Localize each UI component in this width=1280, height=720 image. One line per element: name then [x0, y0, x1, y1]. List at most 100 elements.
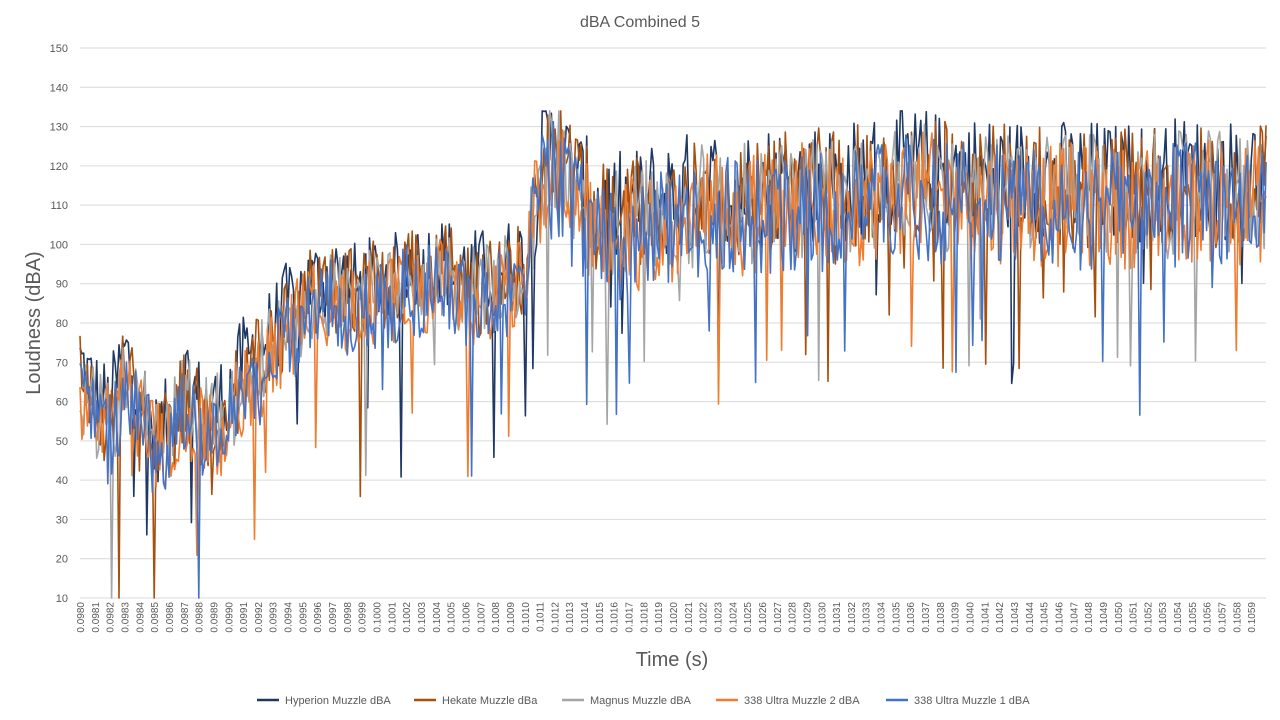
x-tick-label: 0.1037 [921, 602, 932, 633]
x-tick-label: 0.1026 [758, 602, 769, 633]
series-line-5 [79, 120, 1267, 599]
y-tick-label: 150 [50, 43, 68, 55]
x-tick-label: 0.0985 [150, 602, 161, 633]
x-tick-label: 0.1050 [1114, 602, 1125, 633]
x-tick-label: 0.0992 [254, 602, 265, 633]
x-tick-label: 0.0984 [135, 602, 146, 633]
x-tick-label: 0.0997 [328, 602, 339, 633]
x-tick-label: 0.1028 [788, 602, 799, 633]
x-tick-label: 0.1011 [536, 602, 547, 632]
x-tick-label: 0.0996 [313, 602, 324, 633]
x-tick-label: 0.1015 [595, 602, 606, 633]
x-tick-label: 0.0994 [284, 602, 295, 633]
x-tick-label: 0.1036 [906, 602, 917, 633]
legend-label: 338 Ultra Muzzle 1 dBA [914, 695, 1030, 707]
x-tick-label: 0.1007 [476, 602, 487, 633]
x-tick-label: 0.0989 [209, 602, 220, 633]
x-tick-label: 0.1042 [995, 602, 1006, 633]
x-tick-label: 0.0995 [298, 602, 309, 633]
y-tick-label: 50 [56, 436, 68, 448]
x-tick-label: 0.0993 [269, 602, 280, 633]
x-tick-label: 0.1013 [565, 602, 576, 633]
x-tick-label: 0.0987 [180, 602, 191, 633]
x-tick-label: 0.1021 [684, 602, 695, 633]
x-tick-label: 0.1025 [743, 602, 754, 633]
x-tick-label: 0.1033 [862, 602, 873, 633]
x-tick-label: 0.1056 [1203, 602, 1214, 633]
y-tick-label: 80 [56, 318, 68, 330]
x-tick-label: 0.1057 [1218, 602, 1229, 633]
chart-title: dBA Combined 5 [580, 14, 700, 31]
x-tick-label: 0.1016 [610, 602, 621, 633]
legend: Hyperion Muzzle dBA Hekate Muzzle dBa Magn… [257, 695, 1030, 707]
x-tick-label: 0.1034 [877, 602, 888, 633]
x-tick-label: 0.1041 [980, 602, 991, 633]
x-tick-label: 0.1051 [1129, 602, 1140, 633]
y-tick-label: 130 [50, 122, 68, 134]
x-tick-label: 0.1038 [936, 602, 947, 633]
x-tick-label: 0.1010 [521, 602, 532, 633]
x-tick-label: 0.1002 [402, 602, 413, 633]
x-tick-label: 0.1024 [728, 602, 739, 633]
y-tick-label: 100 [50, 239, 68, 251]
x-tick-label: 0.1048 [1084, 602, 1095, 633]
x-axis-ticks: 0.0980 0.0981 0.0982 0.0983 0.0984 0.0985 0.09… [76, 602, 1258, 633]
x-tick-label: 0.1032 [847, 602, 858, 633]
x-tick-label: 0.0991 [239, 602, 250, 633]
x-tick-label: 0.1058 [1232, 602, 1243, 633]
y-axis-title: Loudness (dBA) [23, 251, 45, 394]
x-tick-label: 0.1008 [491, 602, 502, 633]
x-tick-label: 0.1004 [432, 602, 443, 633]
x-tick-label: 0.1001 [387, 602, 398, 633]
x-tick-label: 0.1035 [891, 602, 902, 633]
x-tick-label: 0.1030 [817, 602, 828, 633]
legend-label: Hyperion Muzzle dBA [285, 695, 391, 707]
x-tick-label: 0.0983 [120, 602, 131, 633]
x-tick-label: 0.0981 [91, 602, 102, 633]
x-tick-label: 0.1023 [713, 602, 724, 633]
y-tick-label: 70 [56, 357, 68, 369]
x-tick-label: 0.1017 [625, 602, 636, 633]
y-tick-label: 140 [50, 82, 68, 94]
legend-label: Magnus Muzzle dBA [590, 695, 692, 707]
x-tick-label: 0.1012 [550, 602, 561, 633]
x-tick-label: 0.0998 [343, 602, 354, 633]
legend-label: Hekate Muzzle dBa [442, 695, 538, 707]
x-tick-label: 0.1018 [639, 602, 650, 633]
x-tick-label: 0.1009 [506, 602, 517, 633]
x-tick-label: 0.1044 [1025, 602, 1036, 633]
x-tick-label: 0.0986 [165, 602, 176, 633]
x-tick-label: 0.1055 [1188, 602, 1199, 633]
x-tick-label: 0.1003 [417, 602, 428, 633]
y-tick-label: 90 [56, 279, 68, 291]
y-tick-label: 110 [50, 200, 68, 212]
legend-label: 338 Ultra Muzzle 2 dBA [744, 695, 860, 707]
x-tick-label: 0.1031 [832, 602, 843, 633]
x-tick-label: 0.1049 [1099, 602, 1110, 633]
x-tick-label: 0.1043 [1010, 602, 1021, 633]
x-tick-label: 0.1000 [373, 602, 384, 633]
x-tick-label: 0.1039 [951, 602, 962, 633]
x-tick-label: 0.1006 [461, 602, 472, 633]
x-tick-label: 0.0980 [76, 602, 87, 633]
gridlines [80, 47, 1266, 599]
x-tick-label: 0.1027 [773, 602, 784, 633]
x-tick-label: 0.1047 [1069, 602, 1080, 633]
y-tick-label: 10 [56, 593, 68, 605]
x-tick-label: 0.1029 [802, 602, 813, 633]
x-tick-label: 0.1054 [1173, 602, 1184, 633]
y-tick-label: 40 [56, 475, 68, 487]
x-tick-label: 0.1020 [669, 602, 680, 633]
y-axis-ticks: 10 20 30 40 50 60 70 80 90 100 110 120 130 140 150 [50, 43, 68, 605]
y-tick-label: 30 [56, 514, 68, 526]
series-group [79, 110, 1267, 599]
y-tick-label: 120 [50, 161, 68, 173]
x-axis-title: Time (s) [636, 649, 709, 671]
x-tick-label: 0.1045 [1040, 602, 1051, 633]
x-tick-label: 0.1014 [580, 602, 591, 633]
x-tick-label: 0.1059 [1247, 602, 1258, 633]
x-tick-label: 0.1005 [447, 602, 458, 633]
x-tick-label: 0.1040 [966, 602, 977, 633]
x-tick-label: 0.1022 [699, 602, 710, 633]
